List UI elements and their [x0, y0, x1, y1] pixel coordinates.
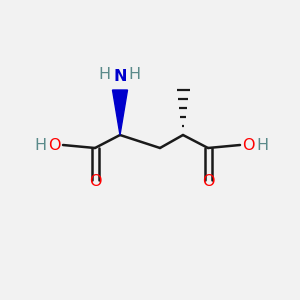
Text: O: O	[89, 174, 101, 189]
Text: H: H	[256, 137, 268, 152]
Text: H: H	[98, 67, 110, 82]
Text: H: H	[35, 137, 47, 152]
Text: O: O	[49, 137, 61, 152]
Text: N: N	[113, 69, 127, 84]
Text: O: O	[202, 174, 214, 189]
Polygon shape	[112, 90, 128, 135]
Text: H: H	[128, 67, 140, 82]
Text: O: O	[242, 137, 254, 152]
